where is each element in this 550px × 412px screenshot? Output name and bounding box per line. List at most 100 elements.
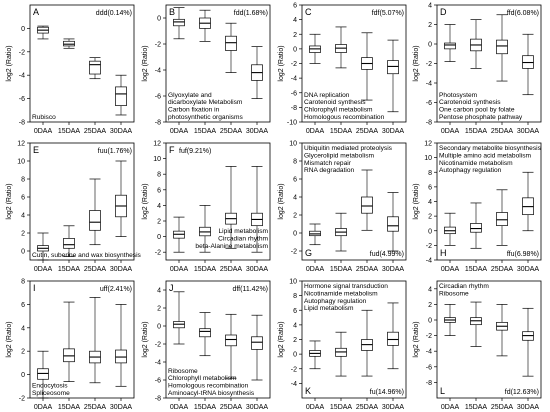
y-tick-label: 10 [424, 155, 432, 162]
box-25daa [89, 178, 101, 246]
pattern-label: ffu(6.98%) [507, 251, 539, 258]
pattern-label: ddd(0.14%) [96, 10, 132, 17]
plot-frame [165, 280, 271, 399]
box-15daa [335, 331, 347, 377]
pathway-label: Ribosome [439, 290, 469, 297]
box-25daa [361, 309, 373, 377]
y-tick-label: 0 [293, 352, 297, 359]
x-tick-label: 30DAA [382, 128, 405, 135]
pathway-label: Lipid metabolism [219, 228, 269, 235]
y-tick-label: 6 [293, 308, 297, 315]
y-tick-label: -2 [291, 366, 297, 373]
pattern-label: fuf(9.21%) [179, 148, 211, 155]
box-30daa [522, 33, 534, 96]
y-tick-label: 0 [428, 42, 432, 49]
y-axis-label: log2 (Ratio) [278, 183, 285, 219]
y-tick-label: -4 [426, 258, 432, 265]
pattern-label: fd(12.63%) [505, 389, 539, 396]
plot-frame [29, 142, 135, 261]
y-tick-label: -4 [291, 381, 297, 388]
panel-l: -8 -6 -4 -2 0 2 4 log2 (Ratio) 0DAA 15DAA 25DAA 30D… [413, 280, 542, 411]
box-iqr [115, 86, 127, 106]
pathway-label: Aminoacyl-tRNA biosynthesis [168, 390, 255, 397]
panel-letter: C [305, 7, 312, 17]
x-tick-label: 25DAA [356, 266, 379, 273]
box-0daa [37, 25, 49, 40]
y-axis-label: log2 (Ratio) [278, 45, 285, 81]
pattern-label: fdd(1.68%) [234, 10, 268, 17]
y-axis-label: log2 (Ratio) [6, 321, 13, 357]
y-tick-label: 4 [157, 203, 161, 210]
y-tick-label: -4 [291, 76, 297, 83]
y-axis-label: log2 (Ratio) [278, 321, 285, 357]
pathway-label: Carbon fixation in [168, 107, 220, 114]
box-30daa [387, 302, 399, 370]
y-tick-label: 0 [157, 16, 161, 23]
y-tick-label: 8 [157, 172, 161, 179]
pathway-label: photosynthetic organisms [168, 114, 243, 121]
box-iqr [387, 331, 399, 346]
y-axis-label: log2 (Ratio) [6, 183, 13, 219]
y-tick-label: 2 [157, 219, 161, 226]
panel-letter: B [169, 7, 175, 17]
box-0daa [173, 7, 185, 40]
panel-i: -2 0 2 4 6 8 log2 (Ratio) 0DAA 15DAA 25DAA 30DAA I u… [6, 279, 135, 411]
y-axis-label: log2 (Ratio) [413, 45, 420, 81]
y-tick-label: -6 [19, 96, 25, 103]
y-tick-label: -2 [291, 61, 297, 68]
box-iqr [387, 216, 399, 232]
x-tick-label: 15DAA [330, 266, 353, 273]
y-tick-label: -2 [291, 249, 297, 256]
box-iqr [496, 212, 508, 226]
box-iqr [496, 39, 508, 55]
y-tick-label: 0 [293, 231, 297, 238]
box-0daa [309, 223, 321, 246]
x-tick-label: 0DAA [306, 404, 325, 411]
pathway-label: RNA degradation [304, 167, 355, 174]
x-tick-label: 0DAA [441, 404, 460, 411]
x-tick-label: 0DAA [441, 266, 460, 273]
x-tick-label: 25DAA [84, 128, 107, 135]
pathway-label: Ribosome [168, 368, 198, 375]
x-tick-label: 30DAA [246, 266, 269, 273]
box-30daa [522, 307, 534, 377]
box-0daa [37, 232, 49, 261]
box-25daa [496, 304, 508, 357]
pathway-label: Photosystem [439, 92, 478, 99]
y-tick-label: -4 [19, 73, 25, 80]
box-0daa [173, 291, 185, 345]
box-iqr [251, 336, 263, 350]
box-iqr [63, 348, 75, 363]
box-iqr [470, 223, 482, 233]
x-tick-label: 30DAA [517, 128, 540, 135]
box-25daa [361, 32, 373, 101]
x-tick-label: 30DAA [382, 404, 405, 411]
y-tick-label: -6 [155, 378, 161, 385]
y-tick-label: -8 [155, 396, 161, 403]
y-tick-label: 10 [289, 279, 297, 286]
box-iqr [89, 210, 101, 231]
pathway-label: Homologous recombination [304, 114, 385, 121]
pattern-label: uff(2.41%) [100, 286, 132, 293]
box-25daa [89, 57, 101, 80]
pathway-label: Circadian rhythm [439, 283, 489, 290]
y-tick-label: 0 [157, 324, 161, 331]
y-tick-label: 8 [293, 293, 297, 300]
y-tick-label: 12 [153, 141, 161, 148]
y-tick-label: 0 [157, 234, 161, 241]
x-tick-label: 15DAA [58, 404, 81, 411]
pathway-label: Hormone signal transduction [304, 283, 388, 290]
y-tick-label: 8 [21, 177, 25, 184]
y-tick-label: 12 [17, 141, 25, 148]
x-tick-label: 15DAA [58, 266, 81, 273]
y-tick-label: 2 [428, 214, 432, 221]
y-tick-label: 4 [428, 3, 432, 10]
panel-g: -2 0 2 4 6 8 10 log2 (Ratio) 0DAA 15DAA 25DAA 30DAA… [278, 141, 407, 273]
box-0daa [309, 33, 321, 64]
x-tick-label: 15DAA [465, 266, 488, 273]
x-tick-label: 25DAA [356, 404, 379, 411]
y-tick-label: 2 [428, 302, 432, 309]
box-25daa [496, 14, 508, 82]
box-0daa [444, 304, 456, 336]
